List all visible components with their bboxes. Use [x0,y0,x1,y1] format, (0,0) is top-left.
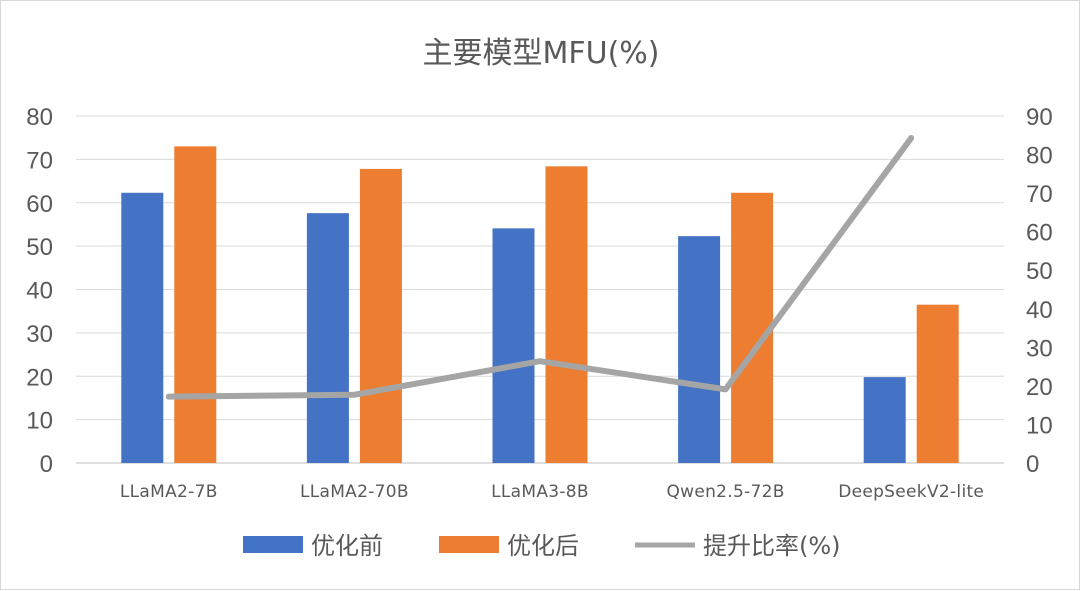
right-axis-tick: 30 [1026,335,1053,362]
legend-swatch-after [439,536,499,553]
left-axis-tick: 70 [26,147,53,174]
legend-label-ratio: 提升比率(%) [703,532,841,560]
bar-after [917,305,959,463]
category-label: DeepSeekV2-lite [838,482,984,502]
ratio-line [169,138,911,397]
line-series [169,138,912,397]
right-axis-tick: 70 [1026,181,1053,208]
left-axis-tick: 10 [26,408,53,435]
bar-after [546,166,588,463]
left-axis-tick: 0 [40,451,53,478]
category-label: LLaMA2-70B [300,482,409,502]
left-axis-tick: 60 [26,191,53,218]
right-axis-tick: 50 [1026,258,1053,285]
left-axis-tick: 50 [26,234,53,261]
category-label: Qwen2.5-72B [666,482,784,502]
right-axis-tick: 10 [1026,412,1053,439]
bar-after [174,146,216,463]
right-axis-tick: 60 [1026,220,1053,247]
legend-label-before: 优化前 [311,532,383,560]
right-axis-tick: 80 [1026,143,1053,170]
left-axis-tick: 20 [26,364,53,391]
legend: 优化前 优化后 提升比率(%) [243,532,841,560]
bar-before [121,193,163,463]
category-label: LLaMA2-7B [120,482,218,502]
bar-before [864,377,906,463]
left-axis-tick: 40 [26,278,53,305]
left-axis-tick: 30 [26,321,53,348]
right-axis-tick: 20 [1026,374,1053,401]
bar-before [678,236,720,463]
bar-series [121,146,958,463]
right-axis-tick: 0 [1026,451,1039,478]
legend-label-after: 优化后 [507,532,579,560]
chart-title: 主要模型MFU(%) [422,36,659,71]
category-labels: LLaMA2-7B LLaMA2-70B LLaMA3-8B Qwen2.5-72B D… [120,482,984,502]
bar-before [307,213,349,463]
left-axis-tick: 80 [26,104,53,131]
right-axis-ticks: 0 10 20 30 40 50 60 70 80 90 [1026,104,1053,478]
legend-swatch-before [243,536,303,553]
category-label: LLaMA3-8B [491,482,589,502]
bar-before [493,228,535,463]
right-axis-tick: 40 [1026,297,1053,324]
bar-after [731,193,773,463]
left-axis-ticks: 0 10 20 30 40 50 60 70 80 [26,104,53,478]
bar-after [360,169,402,463]
right-axis-tick: 90 [1026,104,1053,131]
